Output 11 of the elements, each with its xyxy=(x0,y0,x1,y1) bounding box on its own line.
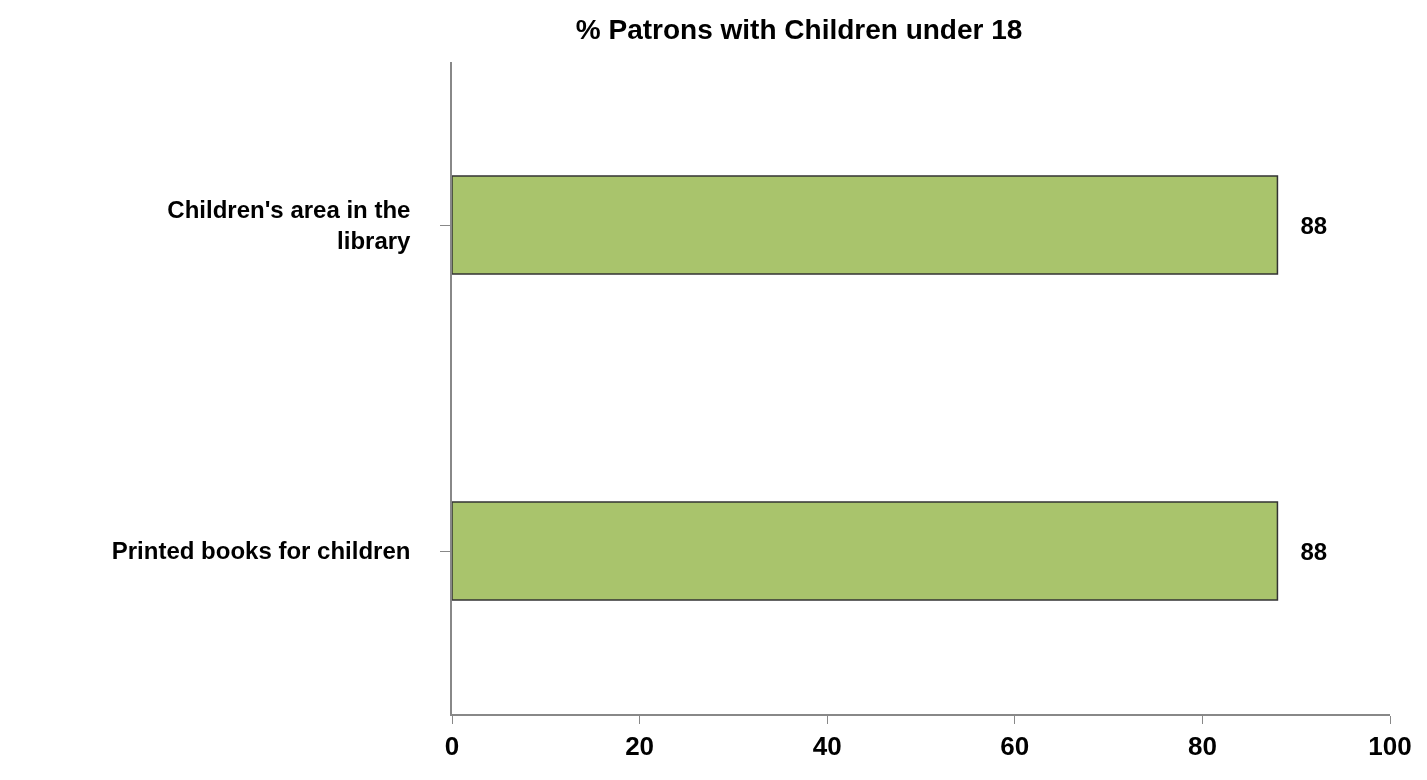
data-label: 88 xyxy=(1300,211,1328,239)
x-tick-label: 40 xyxy=(812,730,842,761)
y-tick-label: Children's area in the library xyxy=(167,195,412,254)
x-tick-label: 20 xyxy=(625,730,655,761)
y-tick-label: Printed books for children xyxy=(111,537,411,565)
x-tick-label: 80 xyxy=(1187,730,1217,761)
x-tick-label: 0 xyxy=(444,730,460,761)
x-tick-label: 60 xyxy=(1000,730,1030,761)
chart-title: % Patrons with Children under 18 xyxy=(575,14,1023,46)
data-label: 88 xyxy=(1300,537,1328,565)
x-tick-label: 100 xyxy=(1368,730,1412,761)
